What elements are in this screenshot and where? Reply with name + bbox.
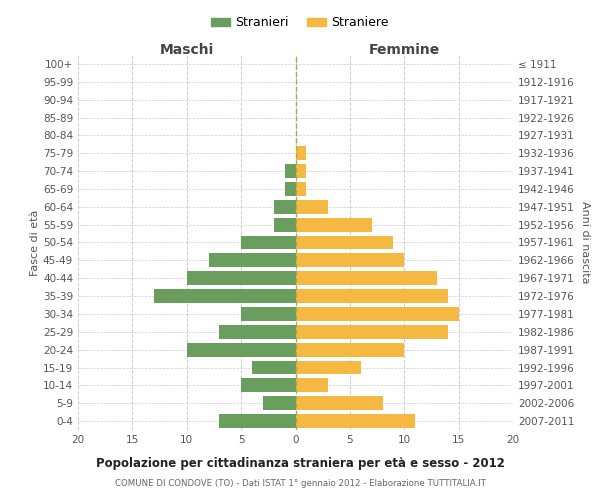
Y-axis label: Fasce di età: Fasce di età [30,210,40,276]
Bar [296,182,307,196]
Text: COMUNE DI CONDOVE (TO) - Dati ISTAT 1° gennaio 2012 - Elaborazione TUTTITALIA.IT: COMUNE DI CONDOVE (TO) - Dati ISTAT 1° g… [115,479,485,488]
Bar [284,164,296,178]
Bar [187,271,296,285]
Bar [154,289,296,303]
Y-axis label: Anni di nascita: Anni di nascita [580,201,590,284]
Bar [209,254,296,268]
Bar [296,396,383,410]
Bar [274,200,296,214]
Bar [296,146,307,160]
Bar [187,342,296,356]
Bar [296,378,328,392]
Bar [296,289,448,303]
Bar [220,325,296,339]
Bar [296,164,307,178]
Bar [263,396,296,410]
Bar [284,182,296,196]
Bar [296,218,371,232]
Bar [296,271,437,285]
Bar [252,360,296,374]
Text: Popolazione per cittadinanza straniera per età e sesso - 2012: Popolazione per cittadinanza straniera p… [95,458,505,470]
Bar [241,378,296,392]
Bar [220,414,296,428]
Bar [296,254,404,268]
Bar [241,236,296,250]
Bar [296,325,448,339]
Bar [296,342,404,356]
Text: Maschi: Maschi [160,43,214,57]
Bar [296,307,458,321]
Text: Femmine: Femmine [368,43,440,57]
Bar [241,307,296,321]
Bar [274,218,296,232]
Legend: Stranieri, Straniere: Stranieri, Straniere [206,11,394,34]
Bar [296,236,394,250]
Bar [296,414,415,428]
Bar [296,360,361,374]
Bar [296,200,328,214]
